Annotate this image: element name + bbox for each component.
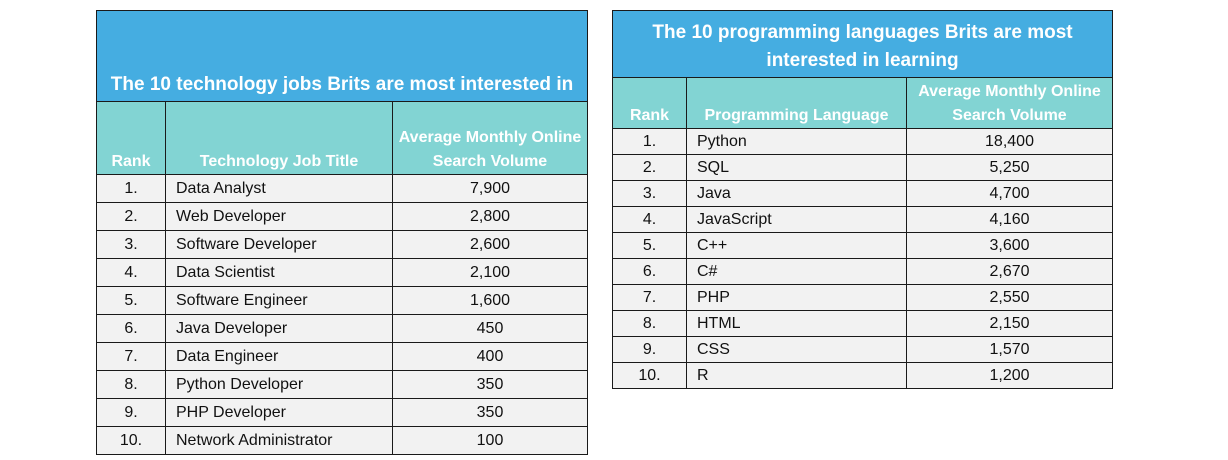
- table-row: 4. Data Scientist 2,100: [96, 258, 588, 287]
- header-rank: Rank: [612, 77, 687, 129]
- table-row: 7. Data Engineer 400: [96, 342, 588, 371]
- volume-cell: 4,700: [906, 180, 1113, 207]
- name-cell: PHP: [686, 284, 907, 311]
- header-search-volume: Average Monthly Online Search Volume: [392, 101, 588, 175]
- rank-cell: 2.: [612, 154, 687, 181]
- name-cell: Network Administrator: [165, 426, 393, 455]
- name-cell: R: [686, 362, 907, 389]
- table-row: 4. JavaScript 4,160: [612, 206, 1113, 233]
- name-cell: PHP Developer: [165, 398, 393, 427]
- table-row: 3. Software Developer 2,600: [96, 230, 588, 259]
- volume-cell: 1,600: [392, 286, 588, 315]
- rank-cell: 8.: [612, 310, 687, 337]
- technology-jobs-table: The 10 technology jobs Brits are most in…: [96, 10, 588, 455]
- name-cell: Web Developer: [165, 202, 393, 231]
- volume-cell: 2,670: [906, 258, 1113, 285]
- rank-cell: 7.: [612, 284, 687, 311]
- name-cell: CSS: [686, 336, 907, 363]
- name-cell: Data Scientist: [165, 258, 393, 287]
- rank-cell: 8.: [96, 370, 166, 399]
- name-cell: Python: [686, 128, 907, 155]
- name-cell: Data Engineer: [165, 342, 393, 371]
- header-rank: Rank: [96, 101, 166, 175]
- header-search-volume: Average Monthly Online Search Volume: [906, 77, 1113, 129]
- table-row: 10. R 1,200: [612, 362, 1113, 389]
- rank-cell: 10.: [96, 426, 166, 455]
- table-row: 10. Network Administrator 100: [96, 426, 588, 455]
- rank-cell: 3.: [612, 180, 687, 207]
- header-job-title: Technology Job Title: [165, 101, 393, 175]
- rank-cell: 4.: [96, 258, 166, 287]
- rank-cell: 4.: [612, 206, 687, 233]
- table-row: 6. Java Developer 450: [96, 314, 588, 343]
- rank-cell: 7.: [96, 342, 166, 371]
- table-row: 2. Web Developer 2,800: [96, 202, 588, 231]
- table-row: 5. Software Engineer 1,600: [96, 286, 588, 315]
- table-row: 8. Python Developer 350: [96, 370, 588, 399]
- table-title: The 10 programming languages Brits are m…: [612, 10, 1113, 78]
- name-cell: Python Developer: [165, 370, 393, 399]
- volume-cell: 400: [392, 342, 588, 371]
- volume-cell: 2,800: [392, 202, 588, 231]
- rank-cell: 6.: [96, 314, 166, 343]
- rank-cell: 6.: [612, 258, 687, 285]
- name-cell: Java: [686, 180, 907, 207]
- rank-cell: 3.: [96, 230, 166, 259]
- rank-cell: 1.: [612, 128, 687, 155]
- volume-cell: 3,600: [906, 232, 1113, 259]
- name-cell: C++: [686, 232, 907, 259]
- volume-cell: 2,550: [906, 284, 1113, 311]
- volume-cell: 350: [392, 370, 588, 399]
- volume-cell: 18,400: [906, 128, 1113, 155]
- volume-cell: 350: [392, 398, 588, 427]
- name-cell: Software Engineer: [165, 286, 393, 315]
- table-row: 5. C++ 3,600: [612, 232, 1113, 259]
- volume-cell: 2,600: [392, 230, 588, 259]
- name-cell: Data Analyst: [165, 174, 393, 203]
- volume-cell: 1,570: [906, 336, 1113, 363]
- volume-cell: 450: [392, 314, 588, 343]
- rank-cell: 9.: [96, 398, 166, 427]
- volume-cell: 7,900: [392, 174, 588, 203]
- name-cell: JavaScript: [686, 206, 907, 233]
- table-row: 2. SQL 5,250: [612, 154, 1113, 181]
- table-row: 8. HTML 2,150: [612, 310, 1113, 337]
- rank-cell: 1.: [96, 174, 166, 203]
- table-row: 9. CSS 1,570: [612, 336, 1113, 363]
- rank-cell: 9.: [612, 336, 687, 363]
- header-language: Programming Language: [686, 77, 907, 129]
- name-cell: C#: [686, 258, 907, 285]
- volume-cell: 2,150: [906, 310, 1113, 337]
- name-cell: Software Developer: [165, 230, 393, 259]
- table-row: 9. PHP Developer 350: [96, 398, 588, 427]
- name-cell: HTML: [686, 310, 907, 337]
- name-cell: SQL: [686, 154, 907, 181]
- rank-cell: 2.: [96, 202, 166, 231]
- table-row: 1. Data Analyst 7,900: [96, 174, 588, 203]
- rank-cell: 5.: [96, 286, 166, 315]
- table-row: 3. Java 4,700: [612, 180, 1113, 207]
- table-row: 1. Python 18,400: [612, 128, 1113, 155]
- table-row: 7. PHP 2,550: [612, 284, 1113, 311]
- volume-cell: 100: [392, 426, 588, 455]
- programming-languages-table: The 10 programming languages Brits are m…: [612, 10, 1113, 389]
- rank-cell: 5.: [612, 232, 687, 259]
- name-cell: Java Developer: [165, 314, 393, 343]
- volume-cell: 2,100: [392, 258, 588, 287]
- table-row: 6. C# 2,670: [612, 258, 1113, 285]
- volume-cell: 5,250: [906, 154, 1113, 181]
- volume-cell: 1,200: [906, 362, 1113, 389]
- rank-cell: 10.: [612, 362, 687, 389]
- volume-cell: 4,160: [906, 206, 1113, 233]
- table-title: The 10 technology jobs Brits are most in…: [96, 10, 588, 102]
